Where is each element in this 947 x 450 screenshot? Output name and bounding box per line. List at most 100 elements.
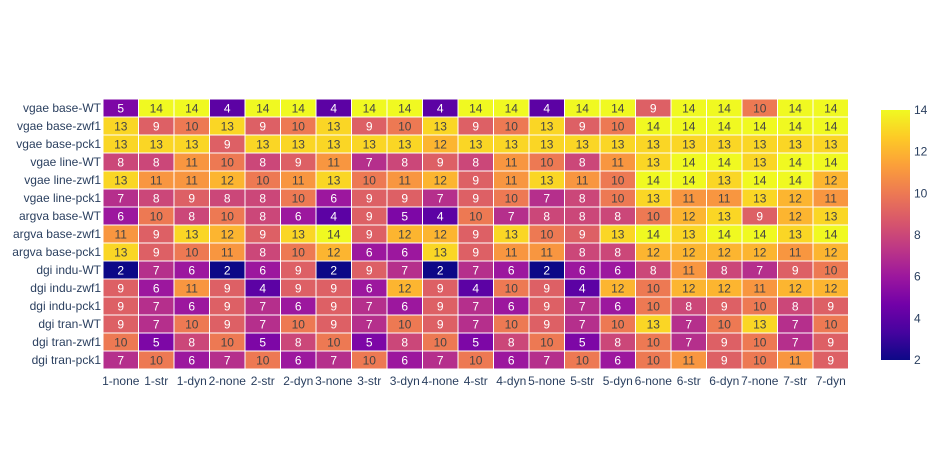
heatmap-cell-label: 9 bbox=[330, 318, 337, 332]
heatmap-cell-label: 10 bbox=[611, 174, 625, 188]
heatmap-cell-label: 14 bbox=[398, 102, 412, 116]
heatmap-cell-label: 9 bbox=[721, 354, 728, 368]
heatmap-cell-label: 12 bbox=[647, 246, 661, 260]
heatmap-cell-label: 10 bbox=[611, 192, 625, 206]
y-tick-label: argva base-zwf1 bbox=[13, 227, 101, 241]
heatmap-cell-label: 8 bbox=[117, 156, 124, 170]
heatmap-cell-label: 7 bbox=[792, 318, 799, 332]
y-tick-label: vgae line-WT bbox=[30, 155, 101, 169]
x-tick-label: 1-str bbox=[144, 374, 168, 388]
heatmap-cell-label: 9 bbox=[579, 228, 586, 242]
heatmap-cell-label: 8 bbox=[259, 192, 266, 206]
heatmap-cell-label: 14 bbox=[576, 102, 590, 116]
heatmap-cell-label: 10 bbox=[150, 354, 164, 368]
heatmap-cell-label: 9 bbox=[437, 282, 444, 296]
heatmap-cell-label: 13 bbox=[576, 138, 590, 152]
heatmap-cell-label: 4 bbox=[437, 102, 444, 116]
heatmap-cell-label: 8 bbox=[685, 300, 692, 314]
heatmap-cell-label: 9 bbox=[472, 174, 479, 188]
heatmap-cell-label: 13 bbox=[292, 228, 306, 242]
heatmap-cell-label: 8 bbox=[579, 192, 586, 206]
heatmap-cell-label: 8 bbox=[579, 210, 586, 224]
heatmap-cell-label: 4 bbox=[330, 210, 337, 224]
heatmap-cell-label: 14 bbox=[789, 156, 803, 170]
x-tick-label: 4-none bbox=[422, 374, 460, 388]
heatmap-cell-label: 9 bbox=[437, 300, 444, 314]
heatmap-cell-label: 6 bbox=[330, 192, 337, 206]
heatmap-cell-label: 11 bbox=[683, 264, 696, 278]
heatmap-cell-label: 14 bbox=[469, 102, 483, 116]
heatmap-cell-label: 10 bbox=[434, 336, 448, 350]
y-tick-label: dgi tran-pck1 bbox=[32, 353, 102, 367]
heatmap-cell-label: 14 bbox=[611, 102, 625, 116]
heatmap-cell-label: 14 bbox=[647, 120, 661, 134]
heatmap-cell-label: 10 bbox=[647, 354, 661, 368]
heatmap-cell-label: 10 bbox=[150, 210, 164, 224]
heatmap-cell-label: 13 bbox=[185, 228, 199, 242]
heatmap-cell-label: 10 bbox=[540, 156, 554, 170]
heatmap-cell-label: 10 bbox=[221, 210, 235, 224]
heatmap-cell-label: 10 bbox=[256, 354, 270, 368]
heatmap-cell-label: 10 bbox=[611, 318, 625, 332]
heatmap-cell-label: 4 bbox=[579, 282, 586, 296]
heatmap-cell-label: 13 bbox=[647, 318, 661, 332]
heatmap-cell-label: 5 bbox=[259, 336, 266, 350]
heatmap-cell-label: 9 bbox=[827, 336, 834, 350]
heatmap-cell-label: 11 bbox=[754, 282, 767, 296]
heatmap-cell-label: 14 bbox=[682, 102, 696, 116]
heatmap-cell-label: 8 bbox=[614, 336, 621, 350]
colorbar-tick-label: 2 bbox=[914, 353, 921, 367]
heatmap-cell-label: 9 bbox=[153, 246, 160, 260]
heatmap-cell-label: 5 bbox=[401, 210, 408, 224]
heatmap-cell-label: 14 bbox=[718, 120, 732, 134]
heatmap-cell-label: 9 bbox=[259, 228, 266, 242]
heatmap-cell-label: 11 bbox=[825, 192, 838, 206]
heatmap-cell-label: 14 bbox=[824, 102, 838, 116]
heatmap-cell-label: 10 bbox=[469, 354, 483, 368]
x-tick-label: 2-none bbox=[209, 374, 247, 388]
heatmap-cell-label: 13 bbox=[114, 120, 128, 134]
y-tick-label: argva base-pck1 bbox=[12, 245, 101, 259]
heatmap-cell-label: 4 bbox=[259, 282, 266, 296]
heatmap-cell-label: 6 bbox=[508, 300, 515, 314]
y-tick-label: dgi indu-WT bbox=[36, 263, 101, 277]
heatmap-cell-label: 12 bbox=[221, 228, 235, 242]
heatmap-cell-label: 13 bbox=[718, 174, 732, 188]
heatmap-cell-label: 10 bbox=[753, 300, 767, 314]
heatmap-cell-label: 12 bbox=[221, 174, 235, 188]
heatmap-cell-label: 10 bbox=[221, 156, 235, 170]
colorbar-gradient bbox=[881, 110, 910, 360]
heatmap-cell-label: 7 bbox=[437, 192, 444, 206]
heatmap-cell-label: 14 bbox=[682, 174, 696, 188]
heatmap-cell-label: 4 bbox=[437, 210, 444, 224]
heatmap-cell-label: 9 bbox=[472, 228, 479, 242]
heatmap-cell-label: 7 bbox=[153, 264, 160, 278]
heatmap-cell-label: 9 bbox=[153, 120, 160, 134]
x-tick-label: 6-str bbox=[677, 374, 701, 388]
heatmap-cell-label: 14 bbox=[327, 228, 341, 242]
heatmap-cell-label: 9 bbox=[188, 192, 195, 206]
heatmap-cell-label: 10 bbox=[647, 336, 661, 350]
heatmap-cell-label: 13 bbox=[114, 138, 128, 152]
heatmap-cell-label: 7 bbox=[330, 354, 337, 368]
heatmap-cell-label: 11 bbox=[186, 174, 199, 188]
heatmap-cell-label: 10 bbox=[647, 210, 661, 224]
heatmap-cell-label: 14 bbox=[718, 156, 732, 170]
heatmap-cell-label: 7 bbox=[153, 318, 160, 332]
heatmap-cell-label: 10 bbox=[824, 318, 838, 332]
heatmap-cell-label: 8 bbox=[579, 246, 586, 260]
heatmap-cell-label: 11 bbox=[683, 354, 696, 368]
x-tick-label: 6-none bbox=[635, 374, 673, 388]
heatmap-cell-label: 8 bbox=[259, 246, 266, 260]
y-tick-label: vgae base-WT bbox=[23, 101, 102, 115]
y-tick-label: vgae base-zwf1 bbox=[17, 119, 101, 133]
heatmap-cell-label: 12 bbox=[753, 246, 767, 260]
heatmap-cell-label: 8 bbox=[224, 192, 231, 206]
heatmap-cell-label: 11 bbox=[186, 156, 199, 170]
heatmap-cell-label: 7 bbox=[685, 336, 692, 350]
heatmap-cell-label: 4 bbox=[543, 102, 550, 116]
heatmap-cell-label: 7 bbox=[792, 336, 799, 350]
heatmap-cell-label: 10 bbox=[292, 246, 306, 260]
heatmap-cell-label: 6 bbox=[508, 354, 515, 368]
